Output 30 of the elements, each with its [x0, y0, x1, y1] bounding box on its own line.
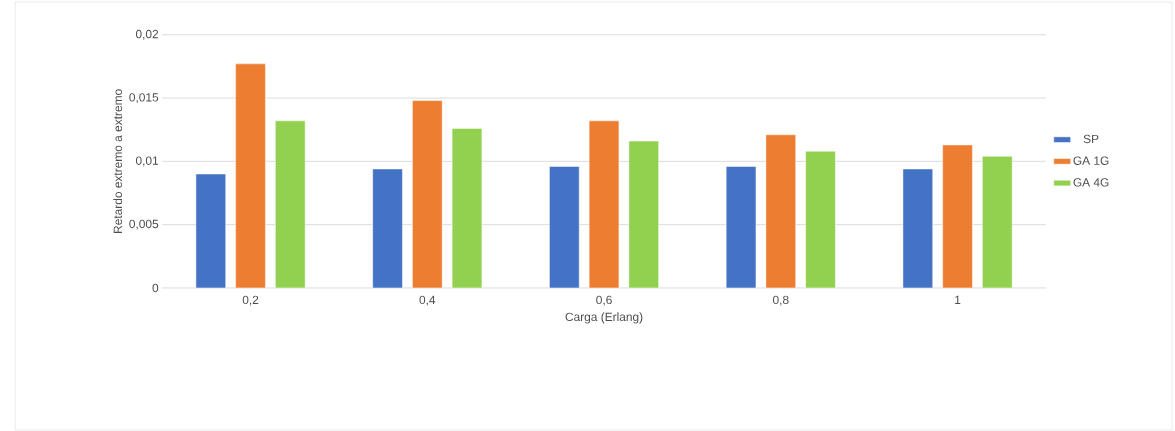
- y-tick-label: 0,02: [135, 29, 159, 40]
- legend-label: GA 1G: [1073, 156, 1109, 165]
- y-tick-label: 0,005: [129, 219, 159, 230]
- x-axis-title: Carga (Erlang): [565, 312, 643, 324]
- bar: [765, 134, 796, 288]
- x-tick-label: 0,8: [772, 295, 789, 306]
- bar: [942, 144, 973, 288]
- bar: [725, 166, 757, 288]
- bar: [549, 166, 580, 288]
- x-tick-label: 0,2: [242, 295, 259, 306]
- y-tick-label: 0,01: [135, 156, 159, 167]
- y-tick-label: 0,015: [129, 93, 159, 103]
- legend-label: GA 4G: [1073, 178, 1109, 187]
- bar: [195, 173, 226, 288]
- y-axis-title: Retardo extremo a extremo: [113, 89, 123, 233]
- bar: [275, 120, 306, 288]
- bar: [372, 168, 403, 288]
- legend-label: SP: [1083, 134, 1099, 144]
- bar: [451, 128, 483, 288]
- x-tick-label: 0,6: [596, 295, 612, 306]
- bar: [412, 100, 443, 288]
- bar: [982, 156, 1013, 288]
- x-tick-label: 1: [955, 295, 961, 304]
- bar: [588, 120, 620, 288]
- x-tick-label: 0,4: [419, 295, 436, 306]
- bar: [805, 150, 836, 288]
- y-tick-label: 0: [152, 283, 159, 293]
- bar: [902, 168, 933, 288]
- bar: [628, 140, 659, 288]
- bar: [235, 63, 266, 288]
